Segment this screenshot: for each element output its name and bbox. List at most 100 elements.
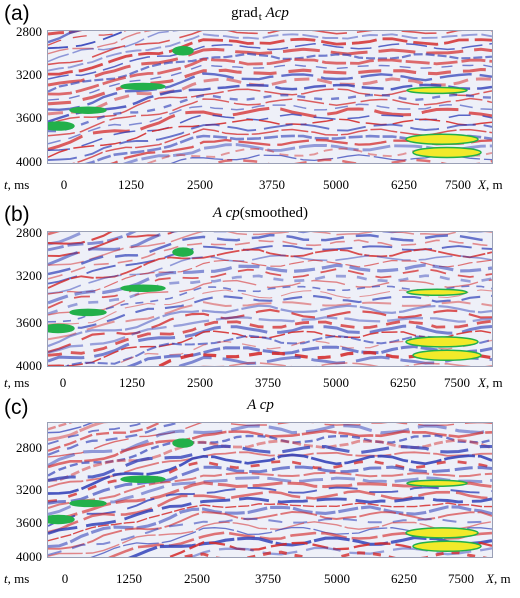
x-axis-unit: , m [485,375,503,390]
x-tick-label: 3750 [255,571,281,586]
x-tick-label: 7500 [444,375,470,390]
seismic-reflector [48,496,492,535]
x-tick-label: 2500 [184,571,210,586]
anomaly-highlight [48,121,75,131]
panel-b: (b) A cp(smoothed) 2800 3200 3600 4000 t… [0,200,520,395]
title-variable: A cp [212,205,240,221]
seismic-reflector [48,451,492,489]
seismic-reflector [48,248,492,289]
anomaly-highlight [172,438,194,448]
x-axis-unit: , m [485,177,503,192]
x-axis-row: t, ms 0 1250 2500 3750 5000 6250 7500 X,… [0,177,520,195]
x-axis-unit: , m [493,571,511,586]
seismic-reflector [48,72,492,112]
panel-letter: (a) [4,2,30,25]
seismic-reflector [176,355,492,366]
seismic-reflector [48,31,152,55]
x-tick-label: 1250 [116,571,142,586]
x-axis-var: X [478,177,486,192]
seismic-reflector [178,550,488,557]
anomaly-highlight [412,349,482,362]
y-axis-var: t [4,571,8,586]
seismic-reflector [48,93,492,133]
anomaly-highlight [172,46,194,56]
seismic-reflector [48,47,492,87]
anomaly-highlight [406,288,468,297]
anomaly-highlight [120,475,166,484]
seismic-reflector [48,57,492,96]
seismic-reflector [48,300,492,341]
seismic-reflector [48,97,492,137]
seismic-reflector [48,324,492,363]
seismic-section [47,30,493,164]
seismic-reflector [48,423,163,452]
title-variable: Acp [265,5,289,21]
x-tick-label: 6250 [391,571,417,586]
seismic-reflector [48,239,492,280]
y-tick-label: 4000 [16,154,42,169]
anomaly-highlight [412,146,482,159]
panel-a: (a) gradt Acp 2800 3200 3600 4000 t, ms … [0,0,520,200]
seismic-reflector [48,465,492,505]
x-tick-label: 5000 [324,571,350,586]
x-tick-label: 5000 [323,177,349,192]
x-axis-row: t, ms 0 1250 2500 3750 5000 6250 7500 X,… [0,375,520,393]
x-tick-label: 7500 [448,571,474,586]
anomaly-highlight [69,308,107,317]
x-tick-label: 7500 [445,177,471,192]
seismic-reflector [170,154,492,163]
anomaly-highlight [406,479,468,488]
seismic-reflector [48,308,492,353]
y-axis-label: t, ms [4,375,29,391]
seismic-reflector [48,106,492,151]
seismic-reflector [48,316,492,354]
y-axis-var: t [4,177,8,192]
anomaly-highlight [172,247,194,257]
seismic-reflector [48,83,492,123]
anomaly-highlight [405,133,479,145]
seismic-reflector [48,319,492,357]
panel-c: (c) A cp 2800 3200 3600 4000 t, ms 0 125… [0,395,520,598]
anomaly-highlight [69,499,107,508]
title-main: grad [231,5,258,21]
anomaly-highlight [406,86,468,95]
seismic-image [48,423,492,557]
anomaly-highlight [69,106,107,114]
y-tick-label: 3200 [16,268,42,283]
seismic-reflector [48,304,492,348]
x-axis-label: X, m [478,375,503,391]
x-tick-label: 0 [59,375,67,390]
seismic-reflector [48,37,492,76]
seismic-reflector [48,471,492,510]
anomaly-highlight [120,82,166,91]
seismic-reflector [128,536,492,557]
x-tick-label: 3750 [259,177,285,192]
seismic-reflector [48,232,137,252]
y-axis-label: t, ms [4,177,29,193]
anomaly-highlight [48,514,75,525]
y-tick-label: 2800 [16,440,42,455]
seismic-reflector [48,254,492,295]
seismic-reflector [48,459,492,503]
anomaly-highlight [405,336,479,348]
x-tick-label: 1250 [118,177,144,192]
y-tick-label: 2800 [16,24,42,39]
y-tick-label: 4000 [16,549,42,564]
y-axis-unit: , ms [7,571,30,586]
seismic-reflector [48,31,492,66]
seismic-reflector [48,489,492,534]
seismic-reflector [122,143,492,163]
seismic-reflector [48,502,492,542]
y-tick-label: 3600 [16,315,42,330]
panel-title: gradt Acp [0,5,520,23]
x-tick-label: 2500 [187,177,213,192]
seismic-reflector [48,279,492,316]
seismic-image [48,232,492,366]
x-tick-label: 2500 [187,375,213,390]
seismic-reflector [48,268,492,309]
seismic-reflector [48,232,492,266]
y-axis-unit: , ms [7,177,30,192]
y-axis-var: t [4,375,8,390]
x-tick-label: 0 [61,571,69,586]
title-extra: (smoothed) [239,205,309,221]
